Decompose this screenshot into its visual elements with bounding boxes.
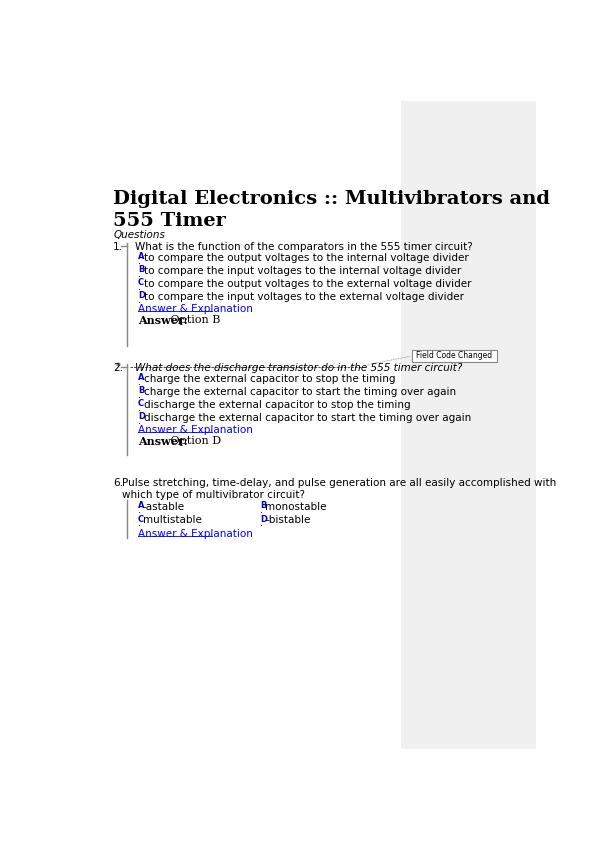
Text: 6.: 6.: [113, 478, 123, 488]
Text: D: D: [138, 412, 145, 421]
Text: discharge the external capacitor to stop the timing: discharge the external capacitor to stop…: [144, 400, 411, 410]
Text: Answer & Explanation: Answer & Explanation: [138, 304, 253, 314]
Text: 1.: 1.: [113, 242, 123, 252]
Text: C: C: [138, 278, 144, 287]
FancyBboxPatch shape: [402, 101, 536, 749]
Text: charge the external capacitor to stop the timing: charge the external capacitor to stop th…: [144, 374, 396, 384]
Text: ·: ·: [138, 272, 141, 282]
Text: A: A: [138, 252, 145, 261]
Text: multistable: multistable: [143, 515, 202, 525]
Text: B: B: [138, 386, 145, 395]
Text: -bistable: -bistable: [265, 515, 311, 525]
Text: ·: ·: [138, 406, 141, 416]
Text: What is the function of the comparators in the 555 timer circuit?: What is the function of the comparators …: [135, 242, 472, 252]
Text: ·: ·: [138, 380, 141, 390]
FancyBboxPatch shape: [412, 349, 497, 362]
Text: Answer:: Answer:: [138, 436, 187, 447]
Text: What does the discharge transistor do in the 555 timer circuit?: What does the discharge transistor do in…: [135, 363, 462, 373]
Text: Pulse stretching, time-delay, and pulse generation are all easily accomplished w: Pulse stretching, time-delay, and pulse …: [123, 478, 557, 500]
Text: ·: ·: [138, 285, 141, 295]
Text: to compare the output voltages to the internal voltage divider: to compare the output voltages to the in…: [144, 253, 469, 263]
Text: Field Code Changed: Field Code Changed: [416, 351, 492, 360]
Text: C: C: [138, 514, 144, 524]
Text: ·: ·: [138, 509, 141, 519]
Text: ·: ·: [138, 419, 141, 429]
Text: A: A: [138, 502, 145, 510]
Text: ·: ·: [138, 298, 141, 308]
Text: D: D: [138, 291, 145, 301]
Text: discharge the external capacitor to start the timing over again: discharge the external capacitor to star…: [144, 413, 471, 423]
Text: Option B: Option B: [167, 315, 221, 325]
Text: ·: ·: [138, 521, 141, 531]
Text: Digital Electronics :: Multivibrators and
555 Timer: Digital Electronics :: Multivibrators an…: [113, 189, 550, 230]
Text: to compare the input voltages to the internal voltage divider: to compare the input voltages to the int…: [144, 266, 461, 276]
Text: charge the external capacitor to start the timing over again: charge the external capacitor to start t…: [144, 386, 456, 397]
Text: A: A: [138, 373, 145, 382]
Text: Answer:: Answer:: [138, 315, 187, 326]
Text: Option D: Option D: [167, 436, 221, 446]
Text: B: B: [138, 265, 145, 274]
Text: Answer & Explanation: Answer & Explanation: [138, 425, 253, 435]
Text: ·: ·: [138, 393, 141, 402]
Text: B: B: [261, 502, 267, 510]
Text: C: C: [138, 399, 144, 408]
Text: 2.: 2.: [113, 363, 123, 373]
Text: D: D: [261, 514, 267, 524]
Text: ·: ·: [261, 509, 264, 519]
Text: to compare the output voltages to the external voltage divider: to compare the output voltages to the ex…: [144, 279, 472, 289]
Text: ·: ·: [138, 258, 141, 269]
Text: -astable: -astable: [143, 502, 184, 512]
Text: Questions: Questions: [113, 231, 165, 241]
Text: Answer & Explanation: Answer & Explanation: [138, 529, 253, 539]
Text: monostable: monostable: [265, 502, 327, 512]
Text: ·: ·: [261, 521, 264, 531]
Text: to compare the input voltages to the external voltage divider: to compare the input voltages to the ext…: [144, 292, 464, 302]
